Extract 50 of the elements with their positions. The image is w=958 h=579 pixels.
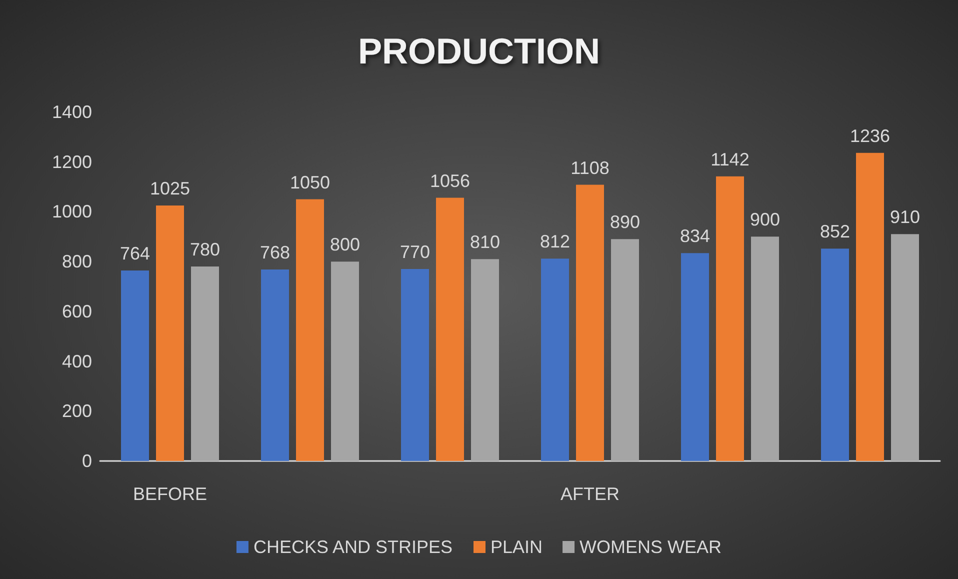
bar <box>541 258 569 461</box>
data-label: 770 <box>400 242 430 262</box>
legend-label: CHECKS AND STRIPES <box>253 537 453 557</box>
bar <box>856 152 884 461</box>
data-label: 852 <box>820 222 850 242</box>
data-label: 834 <box>680 226 710 246</box>
data-label: 1236 <box>850 126 890 146</box>
y-tick-label: 1000 <box>52 202 92 222</box>
bar <box>296 199 324 461</box>
bar <box>751 236 779 461</box>
bar <box>191 266 219 461</box>
data-label: 900 <box>750 210 780 230</box>
bar <box>821 248 849 461</box>
bar <box>576 184 604 461</box>
data-label: 890 <box>610 212 640 232</box>
y-tick-label: 1200 <box>52 152 92 172</box>
data-label: 1108 <box>570 158 610 178</box>
data-label: 1142 <box>710 149 750 170</box>
data-label: 910 <box>890 207 920 228</box>
data-label: 812 <box>540 232 570 252</box>
bar <box>436 198 464 461</box>
bar <box>471 259 499 461</box>
y-tick-label: 800 <box>62 252 92 272</box>
data-label: 800 <box>330 234 360 255</box>
y-tick-label: 200 <box>62 401 92 422</box>
x-tick-label: BEFORE <box>132 484 208 504</box>
data-label: 780 <box>190 240 220 260</box>
legend-label: PLAIN <box>490 537 543 557</box>
y-tick-label: 600 <box>62 301 92 322</box>
bar <box>121 270 149 461</box>
data-label: 1050 <box>290 172 330 192</box>
bar <box>261 270 289 461</box>
bar <box>891 234 919 461</box>
bar <box>716 176 744 461</box>
bar <box>401 269 429 461</box>
data-label: 1056 <box>430 170 470 191</box>
y-tick-label: 1400 <box>52 102 92 122</box>
x-tick-label: AFTER <box>560 484 620 504</box>
y-tick-label: 0 <box>82 451 92 471</box>
legend-label: WOMENS WEAR <box>580 537 722 557</box>
bar <box>156 205 184 461</box>
data-label: 764 <box>120 244 150 264</box>
chart-title: PRODUCTION <box>358 30 600 72</box>
bar <box>681 253 709 461</box>
data-label: 768 <box>260 242 290 263</box>
bar <box>331 262 359 461</box>
y-tick-label: 400 <box>62 351 92 372</box>
data-label: 1025 <box>150 178 190 198</box>
bar <box>611 239 639 461</box>
data-label: 810 <box>470 232 500 252</box>
